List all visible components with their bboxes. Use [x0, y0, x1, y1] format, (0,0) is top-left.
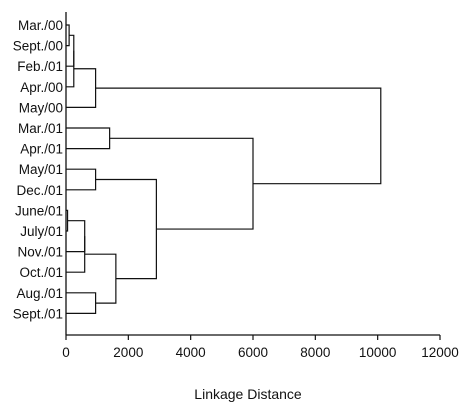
leaf-label: Aug./01 — [16, 286, 63, 301]
x-tick-label: 8000 — [300, 345, 330, 360]
merge-link — [84, 253, 117, 304]
merge-link — [66, 236, 86, 273]
x-ticks: 0 2000 4000 6000 8000 10000 12000 — [62, 335, 459, 360]
leaf-label: June/01 — [15, 203, 63, 218]
leaf-label: May/01 — [19, 162, 63, 177]
x-tick-label: 12000 — [421, 345, 459, 360]
leaf-label: Feb./01 — [17, 59, 63, 74]
x-tick-label: 2000 — [113, 345, 143, 360]
merge-link — [66, 34, 75, 67]
leaf-label: Dec./01 — [16, 183, 63, 198]
x-tick-label: 10000 — [359, 345, 397, 360]
x-tick-label: 0 — [62, 345, 70, 360]
x-tick-label: 4000 — [176, 345, 206, 360]
leaf-label: July/01 — [20, 224, 63, 239]
merge-link — [66, 50, 75, 88]
leaf-label: Sept./00 — [13, 39, 63, 54]
leaf-labels: Mar./00 Sept./00 Feb./01 Apr./00 May/00 Mar./… — [13, 18, 63, 321]
x-axis-title: Linkage Distance — [194, 386, 302, 402]
merge-link — [109, 137, 254, 230]
leaf-label: Mar./00 — [18, 18, 63, 33]
merge-link — [95, 178, 157, 280]
leaf-label: Nov./01 — [17, 245, 63, 260]
merge-link — [95, 87, 382, 185]
merge-link — [66, 220, 86, 253]
leaf-label: May/00 — [19, 100, 63, 115]
leaf-label: Oct./01 — [19, 265, 63, 280]
dendrogram-links — [66, 24, 382, 314]
merge-link — [66, 209, 69, 232]
merge-link — [66, 292, 97, 314]
leaf-label: Apr./00 — [20, 80, 63, 95]
leaf-label: Sept./01 — [13, 306, 63, 321]
leaf-label: Apr./01 — [20, 142, 63, 157]
leaf-label: Mar./01 — [18, 121, 63, 136]
x-axis: 0 2000 4000 6000 8000 10000 12000 — [62, 12, 459, 360]
merge-link — [66, 168, 97, 191]
x-tick-label: 6000 — [238, 345, 268, 360]
merge-link — [66, 127, 111, 150]
merge-link — [66, 68, 97, 108]
